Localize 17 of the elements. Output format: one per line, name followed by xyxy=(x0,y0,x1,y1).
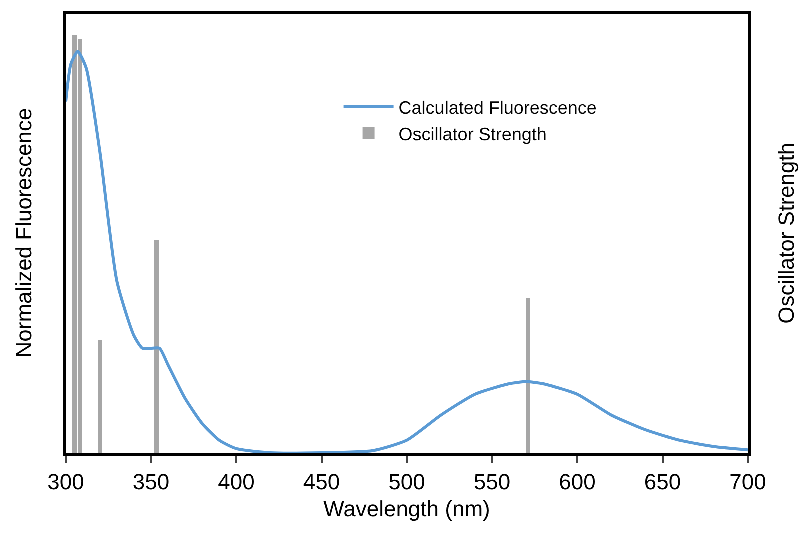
legend-label: Calculated Fluorescence xyxy=(398,98,597,118)
y-axis-title: Normalized Fluorescence xyxy=(12,108,37,358)
x-tick-label: 600 xyxy=(559,469,596,494)
x-tick-label: 550 xyxy=(474,469,511,494)
x-tick-label: 700 xyxy=(730,469,766,494)
x-tick-label: 500 xyxy=(388,469,426,494)
legend-label: Oscillator Strength xyxy=(398,124,547,144)
x-tick-label: 300 xyxy=(48,469,84,494)
bar xyxy=(526,298,530,453)
bar xyxy=(98,340,102,453)
y2-axis-title: Oscillator Strength xyxy=(774,142,799,324)
x-tick-label: 400 xyxy=(218,469,255,494)
x-axis-title: Wavelength (nm) xyxy=(324,496,490,522)
x-tick-label: 650 xyxy=(644,469,682,494)
x-tick-label: 450 xyxy=(303,469,340,494)
x-tick-label: 350 xyxy=(132,469,170,494)
bar xyxy=(154,240,159,453)
